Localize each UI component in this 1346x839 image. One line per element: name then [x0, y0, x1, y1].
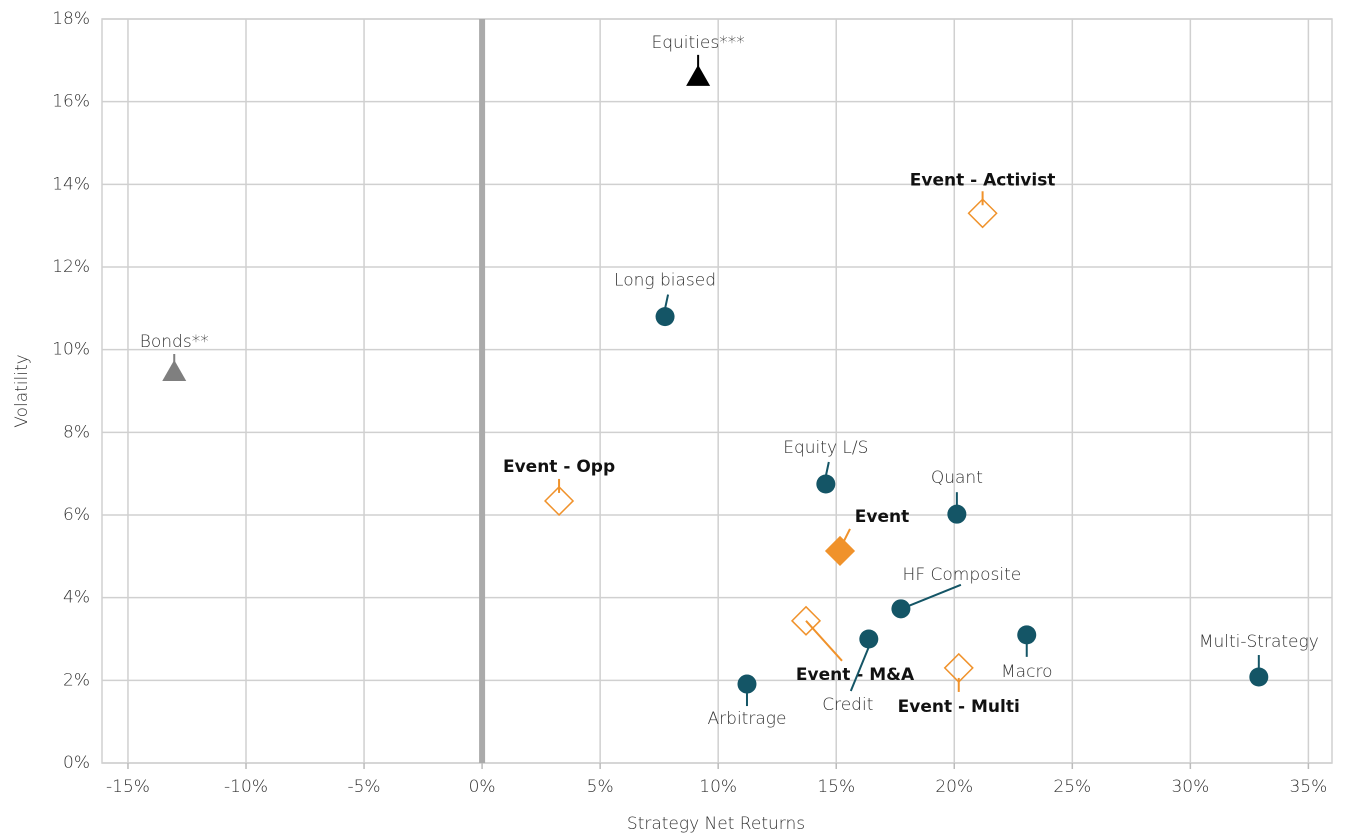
- point: [655, 307, 675, 327]
- point-label: Event - Opp: [503, 457, 615, 477]
- leader-line: [824, 461, 830, 477]
- x-tick-label: -15%: [106, 777, 150, 797]
- x-tick-label: 5%: [587, 777, 614, 797]
- point: [790, 605, 822, 636]
- leader-line: [843, 528, 851, 542]
- point-label: Equity L/S: [783, 438, 868, 458]
- y-axis-label: Volatility: [12, 354, 32, 427]
- y-tick-label: 18%: [52, 9, 90, 29]
- point-label: Quant: [931, 468, 983, 488]
- leader-line: [805, 620, 843, 662]
- point-label: Credit: [822, 695, 873, 715]
- y-tick-label: 2%: [63, 670, 90, 690]
- point-label: Event - M&A: [796, 665, 915, 685]
- point-label: Macro: [1001, 662, 1052, 682]
- x-tick-label: 0%: [469, 777, 496, 797]
- plot-frame: [101, 18, 1333, 764]
- point-label: Arbitrage: [708, 709, 787, 729]
- point-label: Event - Activist: [910, 170, 1056, 190]
- x-tick-label: 30%: [1171, 777, 1209, 797]
- leader-line: [908, 583, 962, 607]
- point: [162, 359, 187, 381]
- point: [859, 629, 879, 649]
- y-tick-label: 14%: [52, 174, 90, 194]
- point: [967, 198, 998, 229]
- point: [816, 474, 836, 494]
- y-tick-label: 8%: [63, 422, 90, 442]
- point-label: Event: [855, 507, 909, 527]
- point-label: Equities***: [651, 33, 744, 53]
- point: [543, 485, 575, 517]
- point-label: Long biased: [614, 271, 716, 291]
- x-tick-label: 25%: [1053, 777, 1091, 797]
- point: [686, 64, 711, 86]
- x-tick-label: 15%: [817, 777, 855, 797]
- y-tick-label: 12%: [52, 257, 90, 277]
- point: [737, 674, 757, 694]
- point: [891, 599, 911, 619]
- y-tick-label: 6%: [63, 505, 90, 525]
- y-tick-label: 0%: [63, 753, 90, 773]
- point-label: Event - Multi: [898, 697, 1020, 717]
- leader-line: [849, 646, 870, 692]
- leader-line: [664, 294, 670, 309]
- x-tick-label: -10%: [224, 777, 268, 797]
- point-label: Multi-Strategy: [1199, 632, 1319, 652]
- point-label: HF Composite: [903, 565, 1022, 585]
- x-tick-label: 10%: [699, 777, 737, 797]
- x-axis-label: Strategy Net Returns: [627, 814, 805, 834]
- point: [947, 504, 967, 524]
- y-tick-label: 16%: [52, 92, 90, 112]
- x-tick-label: 20%: [935, 777, 973, 797]
- y-tick-label: 4%: [63, 588, 90, 608]
- y-tick-label: 10%: [52, 340, 90, 360]
- x-tick-label: -5%: [347, 777, 380, 797]
- point: [824, 535, 856, 567]
- point: [943, 652, 974, 683]
- point: [1249, 667, 1269, 687]
- point-label: Bonds**: [140, 332, 209, 352]
- point: [1017, 625, 1037, 645]
- x-tick-label: 35%: [1289, 777, 1327, 797]
